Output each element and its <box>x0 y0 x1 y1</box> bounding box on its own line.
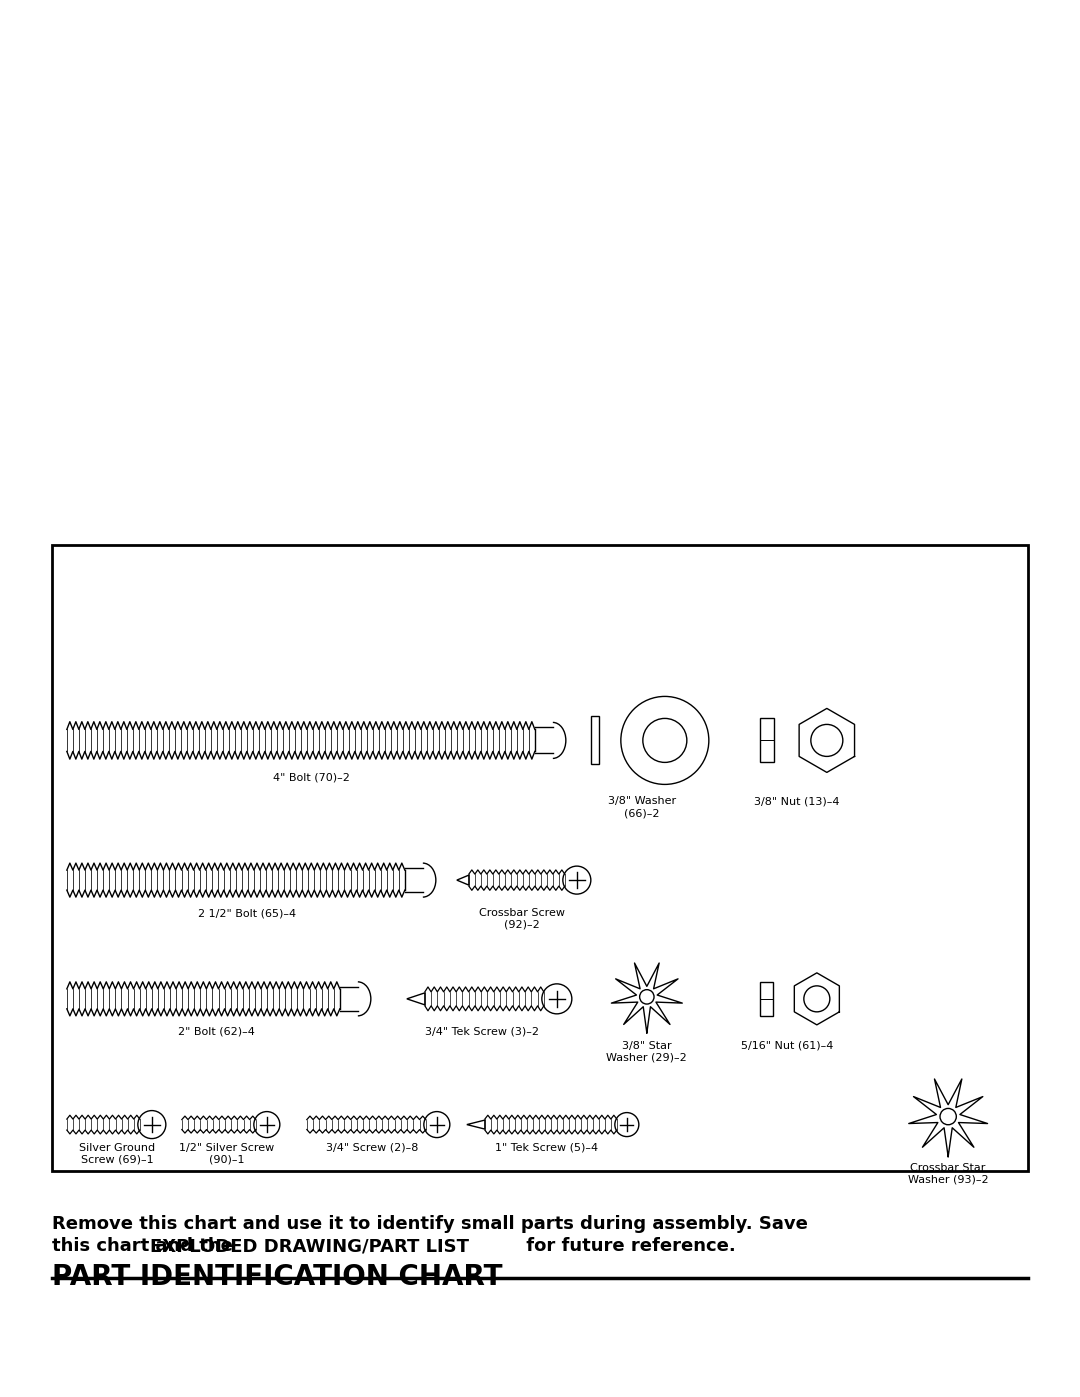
Text: 3/4" Screw (2)–8: 3/4" Screw (2)–8 <box>326 1143 418 1153</box>
Text: Silver Ground
Screw (69)–1: Silver Ground Screw (69)–1 <box>79 1143 154 1164</box>
Text: 3/4" Tek Screw (3)–2: 3/4" Tek Screw (3)–2 <box>424 1027 539 1037</box>
Text: EXPLODED DRAWING/PART LIST: EXPLODED DRAWING/PART LIST <box>150 1238 469 1256</box>
Text: 3/8" Star
Washer (29)–2: 3/8" Star Washer (29)–2 <box>607 1041 687 1063</box>
Text: 3/8" Washer
(66)–2: 3/8" Washer (66)–2 <box>608 796 676 819</box>
Text: 2" Bolt (62)–4: 2" Bolt (62)–4 <box>178 1027 255 1037</box>
Text: 5/16" Nut (61)–4: 5/16" Nut (61)–4 <box>741 1041 833 1051</box>
Text: 1/2" Silver Screw
(90)–1: 1/2" Silver Screw (90)–1 <box>179 1143 274 1164</box>
Bar <box>760 718 774 763</box>
Text: for future reference.: for future reference. <box>519 1238 735 1256</box>
Bar <box>52 545 1028 1171</box>
Bar <box>591 717 598 764</box>
Text: 2 1/2" Bolt (65)–4: 2 1/2" Bolt (65)–4 <box>198 908 296 918</box>
Text: Crossbar Screw
(92)–2: Crossbar Screw (92)–2 <box>478 908 565 930</box>
Text: 1" Tek Screw (5)–4: 1" Tek Screw (5)–4 <box>496 1143 598 1153</box>
Text: Crossbar Star
Washer (93)–2: Crossbar Star Washer (93)–2 <box>908 1162 988 1185</box>
Bar <box>760 982 773 1016</box>
Text: Remove this chart and use it to identify small parts during assembly. Save: Remove this chart and use it to identify… <box>52 1215 808 1234</box>
Text: this chart and the: this chart and the <box>52 1238 239 1256</box>
Text: 3/8" Nut (13)–4: 3/8" Nut (13)–4 <box>754 796 839 806</box>
Text: PART IDENTIFICATION CHART: PART IDENTIFICATION CHART <box>52 1263 502 1291</box>
Text: 4" Bolt (70)–2: 4" Bolt (70)–2 <box>273 773 350 782</box>
